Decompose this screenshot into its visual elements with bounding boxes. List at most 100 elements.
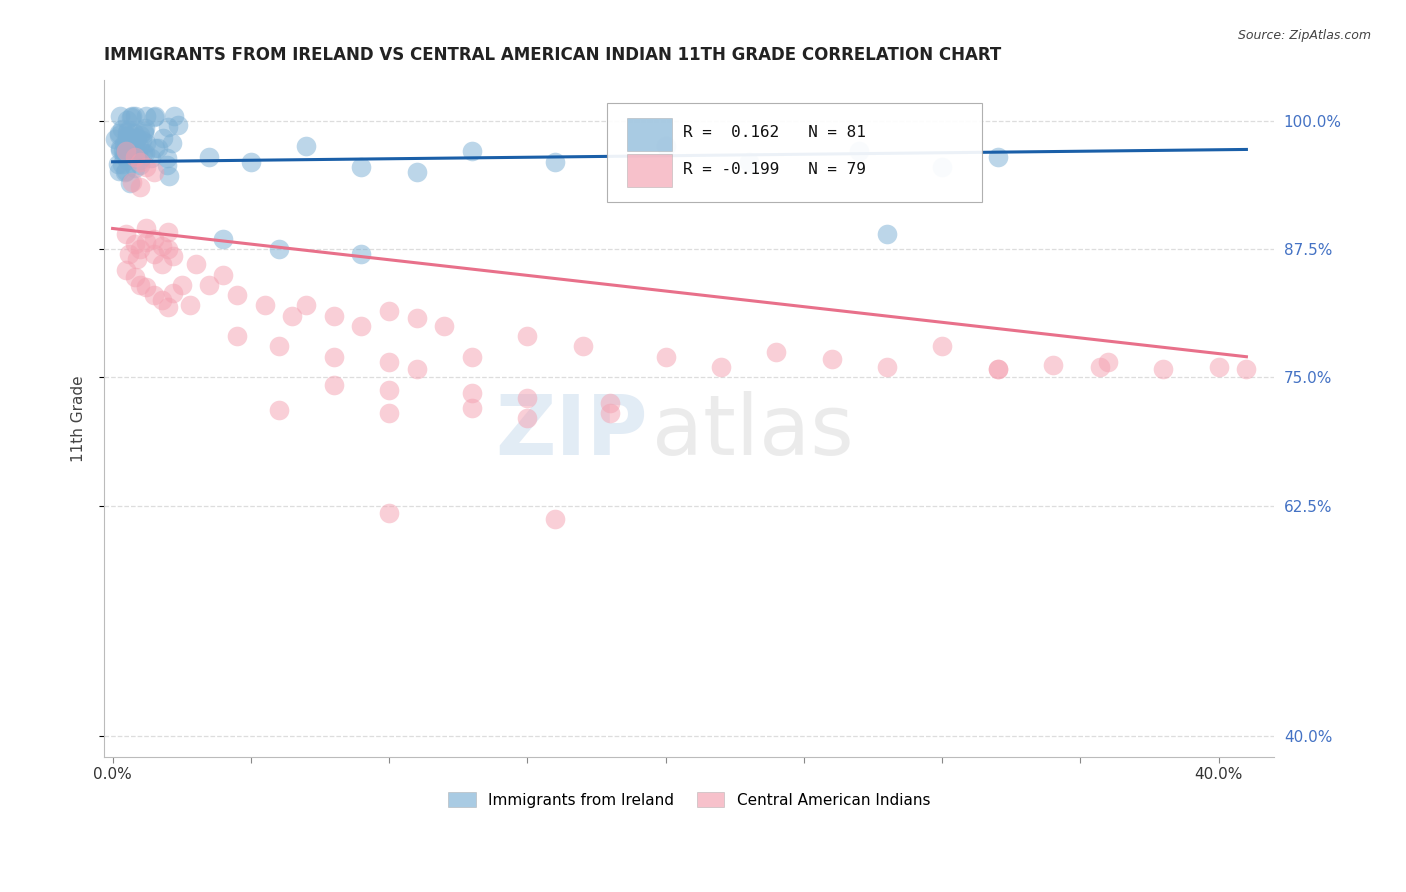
Point — [134, 124, 156, 138]
Point — [212, 268, 235, 282]
Point — [108, 144, 131, 158]
Point — [115, 126, 138, 140]
Point — [135, 221, 157, 235]
Point — [115, 153, 138, 168]
Legend: Immigrants from Ireland, Central American Indians: Immigrants from Ireland, Central America… — [441, 786, 936, 814]
Point — [350, 318, 373, 333]
Point — [143, 141, 166, 155]
Point — [135, 160, 157, 174]
Point — [544, 512, 567, 526]
Point — [350, 160, 373, 174]
Point — [156, 120, 179, 134]
Point — [876, 359, 898, 374]
Point — [405, 310, 427, 325]
Point — [156, 225, 179, 239]
Point — [131, 145, 153, 160]
Point — [134, 121, 156, 136]
Point — [111, 144, 134, 158]
Point — [122, 126, 145, 140]
Point — [876, 227, 898, 241]
Point — [121, 175, 143, 189]
Point — [599, 396, 621, 410]
Point — [143, 288, 166, 302]
FancyBboxPatch shape — [607, 103, 981, 202]
Point — [118, 176, 141, 190]
Point — [115, 145, 138, 159]
Point — [156, 152, 179, 166]
Point — [150, 293, 173, 308]
Point — [124, 150, 146, 164]
Point — [378, 406, 401, 420]
Point — [179, 298, 201, 312]
Point — [516, 411, 538, 425]
Point — [1152, 362, 1174, 376]
Point — [135, 235, 157, 249]
Point — [162, 249, 184, 263]
Point — [1208, 359, 1230, 374]
Point — [848, 145, 870, 159]
Text: R = -0.199   N = 79: R = -0.199 N = 79 — [683, 161, 866, 177]
Point — [184, 257, 207, 271]
Point — [156, 158, 179, 172]
Point — [117, 129, 139, 144]
Point — [405, 362, 427, 376]
Point — [114, 137, 136, 152]
Point — [124, 236, 146, 251]
Point — [111, 121, 134, 136]
Point — [1088, 359, 1111, 374]
Point — [162, 286, 184, 301]
Point — [1042, 358, 1064, 372]
Point — [117, 134, 139, 148]
Point — [150, 257, 173, 271]
Point — [267, 403, 290, 417]
Point — [139, 151, 162, 165]
Text: ZIP: ZIP — [496, 392, 648, 473]
Point — [516, 391, 538, 405]
Point — [281, 309, 304, 323]
Point — [378, 303, 401, 318]
Point — [322, 309, 344, 323]
Point — [128, 139, 150, 153]
Point — [160, 136, 183, 150]
Point — [129, 158, 152, 172]
Y-axis label: 11th Grade: 11th Grade — [72, 375, 86, 462]
Point — [267, 242, 290, 256]
Bar — [627, 119, 672, 151]
Point — [1097, 355, 1119, 369]
Point — [461, 350, 484, 364]
Point — [150, 239, 173, 253]
Point — [124, 109, 146, 123]
Point — [295, 139, 318, 153]
Point — [378, 355, 401, 369]
Point — [114, 164, 136, 178]
Point — [114, 164, 136, 178]
Point — [114, 145, 136, 160]
Point — [461, 401, 484, 415]
Text: atlas: atlas — [652, 392, 853, 473]
Point — [124, 145, 146, 160]
Point — [156, 242, 179, 256]
Point — [599, 406, 621, 420]
Point — [107, 157, 129, 171]
Point — [108, 163, 131, 178]
Point — [167, 118, 190, 132]
Point — [117, 129, 139, 144]
Point — [128, 153, 150, 167]
Point — [115, 262, 138, 277]
Point — [152, 131, 174, 145]
Point — [212, 232, 235, 246]
Point — [129, 180, 152, 194]
Point — [110, 140, 132, 154]
Point — [157, 169, 180, 183]
Point — [710, 359, 733, 374]
Point — [571, 339, 593, 353]
Point — [654, 139, 676, 153]
Point — [127, 145, 149, 160]
Point — [129, 242, 152, 256]
Point — [120, 110, 142, 124]
Point — [129, 277, 152, 292]
Point — [117, 123, 139, 137]
Point — [253, 298, 276, 312]
Point — [112, 149, 135, 163]
Point — [120, 132, 142, 146]
